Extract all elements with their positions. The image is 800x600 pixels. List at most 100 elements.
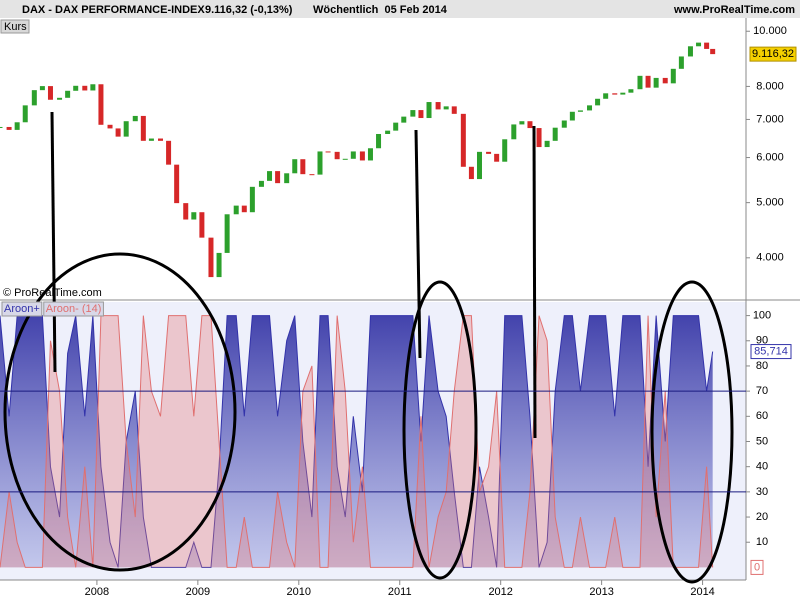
legend-box bbox=[43, 301, 104, 317]
candle bbox=[6, 126, 12, 130]
line bbox=[0, 315, 714, 568]
candle bbox=[561, 120, 567, 128]
candle bbox=[426, 102, 432, 119]
y-tick-label: 5.000 bbox=[756, 197, 784, 209]
last-value-label: 9.116,32 bbox=[752, 48, 794, 60]
annotation-line bbox=[50, 111, 57, 373]
candle bbox=[284, 173, 290, 184]
y-tick-label: 80 bbox=[756, 360, 768, 372]
last-value-label: 0 bbox=[754, 561, 760, 573]
candle bbox=[22, 105, 28, 123]
candle bbox=[90, 84, 96, 91]
candle bbox=[367, 148, 373, 161]
candle bbox=[494, 153, 500, 162]
line bbox=[0, 315, 714, 568]
candle bbox=[502, 139, 508, 162]
candle bbox=[451, 106, 457, 114]
candle bbox=[317, 151, 323, 175]
candle bbox=[443, 106, 449, 110]
candle bbox=[57, 97, 63, 100]
candle bbox=[148, 138, 154, 141]
candle bbox=[628, 89, 634, 93]
candle bbox=[645, 75, 651, 88]
site: www.ProRealTime.com bbox=[673, 4, 795, 16]
candle bbox=[376, 133, 382, 149]
x-tick-label: 2009 bbox=[186, 586, 210, 598]
candle bbox=[208, 237, 214, 278]
header-bar bbox=[0, 0, 800, 18]
candle bbox=[224, 214, 230, 253]
x-tick-label: 2012 bbox=[488, 586, 512, 598]
y-tick-label: 90 bbox=[756, 335, 768, 347]
legend-box bbox=[1, 301, 43, 317]
candle bbox=[710, 48, 716, 55]
candle bbox=[325, 151, 331, 153]
candle bbox=[166, 140, 172, 165]
plot bbox=[0, 42, 716, 568]
candle bbox=[653, 77, 659, 88]
candle bbox=[637, 75, 643, 90]
candle bbox=[216, 252, 222, 278]
y-tick-label: 8.000 bbox=[756, 80, 784, 92]
candle bbox=[0, 126, 3, 128]
y-tick-label: 40 bbox=[756, 461, 768, 473]
candle bbox=[334, 151, 340, 160]
y-tick-label: 60 bbox=[756, 410, 768, 422]
period: Wöchentlich 05 Feb 2014 bbox=[313, 4, 448, 16]
candle bbox=[410, 110, 416, 117]
candle bbox=[258, 180, 264, 187]
candle bbox=[199, 212, 205, 238]
candle bbox=[65, 90, 71, 98]
candle bbox=[704, 42, 710, 49]
candle bbox=[359, 151, 365, 161]
candle bbox=[350, 151, 356, 159]
candle bbox=[527, 121, 533, 129]
annotation-ellipse bbox=[650, 280, 734, 584]
x-tick-label: 2008 bbox=[85, 586, 109, 598]
y-tick-label: 100 bbox=[753, 309, 771, 321]
panel-label: Kurs bbox=[4, 21, 27, 33]
candle bbox=[460, 113, 466, 167]
candle bbox=[233, 205, 239, 215]
x-tick-label: 2014 bbox=[690, 586, 714, 598]
y-tick-label: 20 bbox=[756, 511, 768, 523]
annotation-line bbox=[414, 129, 422, 359]
candle bbox=[595, 98, 601, 106]
candle bbox=[191, 212, 197, 220]
candle bbox=[241, 205, 247, 213]
candle bbox=[73, 85, 79, 91]
y-tick-label: 10.000 bbox=[753, 25, 787, 37]
y-tick-label: 50 bbox=[756, 435, 768, 447]
candle bbox=[401, 116, 407, 123]
candle bbox=[98, 84, 104, 125]
y-tick-label: 10 bbox=[756, 536, 768, 548]
candle bbox=[47, 86, 53, 100]
candle bbox=[678, 56, 684, 69]
candle bbox=[249, 186, 255, 213]
panel-label-box bbox=[0, 19, 30, 34]
candle bbox=[115, 128, 121, 137]
candle bbox=[612, 93, 618, 95]
candle bbox=[31, 90, 37, 106]
candle bbox=[476, 151, 482, 180]
quote: 9.116,32 (-0,13%) bbox=[205, 4, 293, 16]
candle bbox=[468, 166, 474, 180]
area bbox=[0, 315, 713, 568]
legend-entry: Aroon- (14) bbox=[46, 303, 102, 315]
candle bbox=[519, 121, 525, 125]
candle bbox=[132, 115, 138, 122]
last-value-box bbox=[749, 46, 797, 62]
candle bbox=[267, 171, 273, 181]
candle bbox=[486, 151, 492, 154]
candle bbox=[393, 122, 399, 131]
annotation-line bbox=[532, 125, 537, 439]
candle bbox=[82, 85, 88, 91]
y-tick-label: 70 bbox=[756, 385, 768, 397]
candle bbox=[183, 203, 189, 220]
candle bbox=[544, 140, 550, 148]
candle bbox=[569, 111, 575, 121]
annotations bbox=[3, 111, 734, 584]
last-value-box bbox=[750, 559, 764, 575]
last-value-label: 85,714 bbox=[754, 345, 788, 357]
